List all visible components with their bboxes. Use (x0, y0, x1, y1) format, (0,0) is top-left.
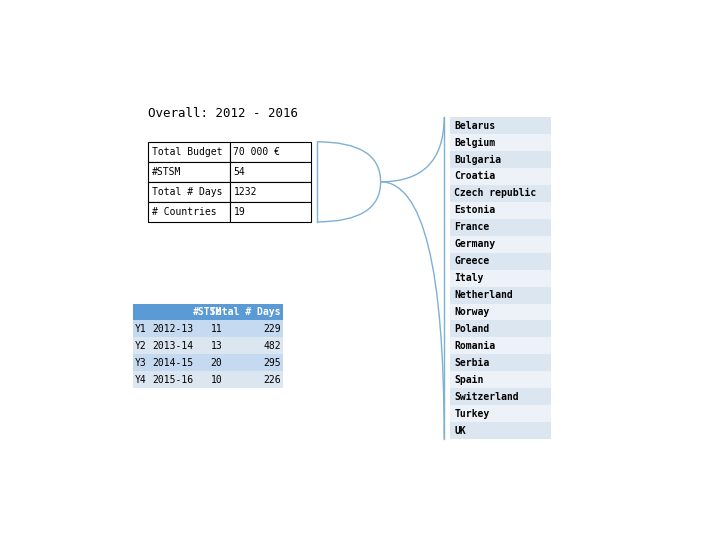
Text: Y3: Y3 (135, 358, 147, 368)
Bar (451, 269, 551, 287)
Text: # Countries: # Countries (152, 207, 217, 217)
Text: 295: 295 (263, 358, 281, 368)
Bar (192, 354, 225, 372)
Text: Italy: Italy (454, 273, 484, 283)
Bar (451, 219, 551, 236)
Text: Romania: Romania (454, 341, 495, 351)
Bar (192, 320, 225, 338)
Bar (132, 303, 150, 320)
Text: Bulgaria: Bulgaria (454, 154, 501, 165)
Bar (148, 142, 230, 162)
Bar (225, 303, 283, 320)
Bar (225, 338, 283, 354)
Bar (451, 372, 551, 388)
Text: 54: 54 (233, 167, 245, 177)
Text: 482: 482 (263, 341, 281, 351)
Text: 226: 226 (263, 375, 281, 384)
Bar (451, 354, 551, 372)
Text: Turkey: Turkey (454, 409, 490, 419)
Bar (150, 320, 192, 338)
Text: Y1: Y1 (135, 324, 147, 334)
Bar (230, 162, 311, 182)
Bar (132, 320, 150, 338)
Bar (451, 253, 551, 269)
Text: 70 000 €: 70 000 € (233, 147, 280, 157)
Bar (230, 182, 311, 202)
Text: Total # Days: Total # Days (152, 187, 222, 197)
Text: 2015-16: 2015-16 (152, 375, 193, 384)
Bar (148, 182, 230, 202)
Text: Belgium: Belgium (454, 138, 495, 147)
Text: #STSM: #STSM (152, 167, 181, 177)
Bar (451, 134, 551, 151)
Bar (132, 354, 150, 372)
Text: Spain: Spain (454, 375, 484, 384)
Bar (451, 320, 551, 338)
Bar (132, 338, 150, 354)
Text: 11: 11 (211, 324, 222, 334)
Text: UK: UK (454, 426, 466, 436)
Text: 229: 229 (263, 324, 281, 334)
Bar (192, 303, 225, 320)
Bar (230, 202, 311, 222)
Bar (451, 185, 551, 202)
Text: Poland: Poland (454, 324, 490, 334)
Bar (150, 303, 192, 320)
Text: Serbia: Serbia (454, 358, 490, 368)
Bar (451, 168, 551, 185)
Bar (192, 372, 225, 388)
Bar (451, 202, 551, 219)
Bar (225, 320, 283, 338)
Text: 20: 20 (211, 358, 222, 368)
Text: Switzerland: Switzerland (454, 392, 519, 402)
Bar (150, 372, 192, 388)
Text: 2012-13: 2012-13 (152, 324, 193, 334)
Bar (451, 303, 551, 320)
Bar (451, 338, 551, 354)
Bar (192, 338, 225, 354)
Text: Netherland: Netherland (454, 290, 513, 300)
Bar (225, 354, 283, 372)
Bar (451, 236, 551, 253)
Text: 19: 19 (233, 207, 245, 217)
Bar (451, 405, 551, 422)
Bar (451, 117, 551, 134)
Text: Y4: Y4 (135, 375, 147, 384)
Bar (451, 151, 551, 168)
Bar (230, 142, 311, 162)
Text: Czech republic: Czech republic (454, 188, 536, 198)
Bar (225, 372, 283, 388)
Bar (150, 354, 192, 372)
Text: 2014-15: 2014-15 (152, 358, 193, 368)
Text: Belarus: Belarus (454, 120, 495, 131)
Text: Estonia: Estonia (454, 205, 495, 215)
Text: Norway: Norway (454, 307, 490, 317)
Text: Croatia: Croatia (454, 172, 495, 181)
Bar (148, 202, 230, 222)
Text: 1232: 1232 (233, 187, 257, 197)
Text: Total Budget: Total Budget (152, 147, 222, 157)
Text: 13: 13 (211, 341, 222, 351)
Bar (148, 162, 230, 182)
Text: Y2: Y2 (135, 341, 147, 351)
Bar (451, 422, 551, 439)
Text: #STSM: #STSM (193, 307, 222, 317)
Bar (451, 287, 551, 303)
Bar (451, 388, 551, 405)
Text: Germany: Germany (454, 239, 495, 249)
Text: 2013-14: 2013-14 (152, 341, 193, 351)
Text: Total # Days: Total # Days (210, 307, 281, 317)
Bar (150, 338, 192, 354)
Bar (132, 372, 150, 388)
Text: Greece: Greece (454, 256, 490, 266)
Text: France: France (454, 222, 490, 232)
Text: Overall: 2012 - 2016: Overall: 2012 - 2016 (148, 107, 298, 120)
Text: 10: 10 (211, 375, 222, 384)
